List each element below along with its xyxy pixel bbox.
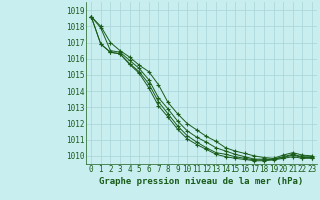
X-axis label: Graphe pression niveau de la mer (hPa): Graphe pression niveau de la mer (hPa) [100, 177, 304, 186]
